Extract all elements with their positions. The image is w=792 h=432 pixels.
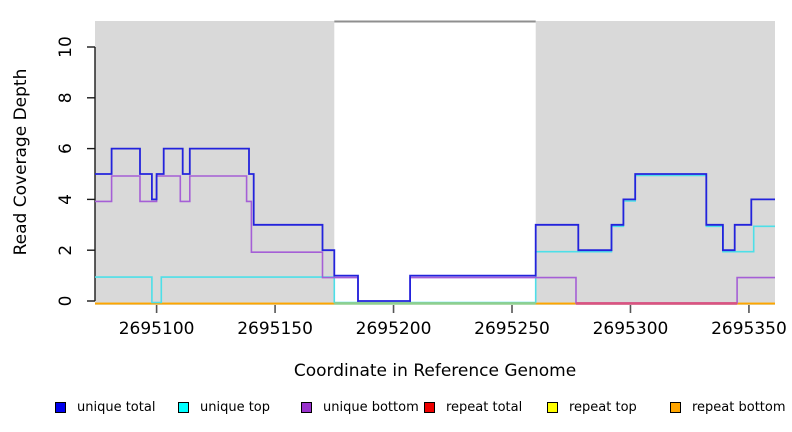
legend-swatch-repeat-top: [547, 401, 558, 413]
y-tick-label: 6: [56, 143, 76, 154]
x-tick-label: 2695300: [593, 319, 669, 339]
x-tick-label: 2695200: [356, 319, 432, 339]
series-unique-total-line: [95, 147, 775, 302]
legend-item-repeat-total: repeat total: [424, 396, 522, 418]
legend-item-unique-bottom: unique bottom: [301, 396, 419, 418]
legend-label: unique bottom: [323, 399, 419, 415]
legend-label: repeat bottom: [692, 399, 786, 415]
legend-swatch-unique-bottom: [301, 401, 312, 413]
y-axis-title: Read Coverage Depth: [11, 68, 31, 256]
y-tick-label: 8: [56, 92, 76, 103]
legend-label: repeat top: [569, 399, 637, 415]
legend-item-unique-top: unique top: [178, 396, 270, 418]
plot-canvas: 0 2 4 6 8 10 2695100 2695150 2695200 2695250 26953…: [56, 20, 787, 339]
legend-item-repeat-top: repeat top: [547, 396, 637, 418]
legend-label: unique top: [200, 399, 271, 415]
y-tick-label: 0: [56, 296, 76, 307]
legend-label: unique total: [77, 399, 156, 415]
legend-item-unique-total: unique total: [55, 396, 155, 418]
shaded-region-left: [95, 21, 335, 305]
x-tick-label: 2695100: [119, 319, 195, 339]
y-tick-label: 10: [56, 36, 76, 58]
series-unique-bottom-line: [95, 175, 775, 304]
legend-swatch-repeat-bottom: [670, 401, 681, 413]
legend: unique total unique top unique bottom repea…: [0, 396, 792, 420]
legend-label: repeat total: [446, 399, 523, 415]
y-tick-label: 4: [56, 194, 76, 205]
legend-swatch-unique-top: [178, 401, 189, 413]
x-tick-label: 2695250: [474, 319, 550, 339]
x-tick-label: 2695350: [711, 319, 787, 339]
legend-swatch-repeat-total: [424, 401, 435, 413]
legend-item-repeat-bottom: repeat bottom: [670, 396, 786, 418]
x-axis-title: Coordinate in Reference Genome: [293, 361, 577, 381]
x-tick-label: 2695150: [237, 319, 313, 339]
shaded-region-right: [535, 21, 775, 305]
y-tick-label: 2: [56, 245, 76, 256]
legend-swatch-unique-total: [55, 401, 66, 413]
